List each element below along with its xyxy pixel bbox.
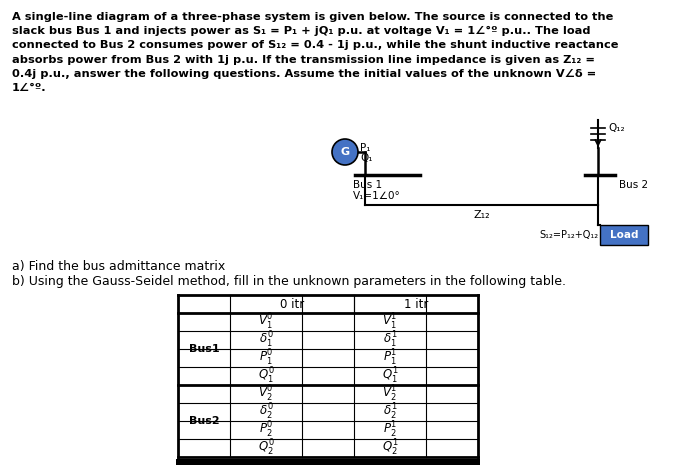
Text: $P_1^0$: $P_1^0$ [259, 348, 273, 368]
Text: S₁₂=P₁₂+Q₁₂: S₁₂=P₁₂+Q₁₂ [539, 230, 598, 240]
Text: 1 itr: 1 itr [404, 297, 428, 311]
Text: Q₁: Q₁ [360, 153, 372, 163]
Text: $\delta_1^1$: $\delta_1^1$ [383, 330, 398, 350]
Text: Bus 2: Bus 2 [619, 180, 648, 190]
Circle shape [332, 139, 358, 165]
Text: $\delta_2^1$: $\delta_2^1$ [383, 402, 398, 422]
Text: 0.4j p.u., answer the following questions. Assume the initial values of the unkn: 0.4j p.u., answer the following question… [12, 69, 596, 79]
Bar [176, 459, 480, 465]
Text: $Q_1^1$: $Q_1^1$ [382, 366, 398, 386]
Text: G: G [340, 147, 349, 157]
Text: $V_2^0$: $V_2^0$ [258, 384, 274, 404]
Text: Load: Load [610, 230, 638, 240]
Text: $Q_2^1$: $Q_2^1$ [382, 438, 398, 458]
Text: $Q_2^0$: $Q_2^0$ [258, 438, 274, 458]
Text: $V_1^1$: $V_1^1$ [382, 312, 398, 332]
Text: Bus2: Bus2 [189, 416, 219, 426]
Text: b) Using the Gauss-Seidel method, fill in the unknown parameters in the followin: b) Using the Gauss-Seidel method, fill i… [12, 275, 566, 288]
Text: a) Find the bus admittance matrix: a) Find the bus admittance matrix [12, 260, 225, 273]
Text: Z₁₂: Z₁₂ [473, 210, 490, 220]
Text: $P_2^1$: $P_2^1$ [383, 420, 397, 440]
Text: A single-line diagram of a three-phase system is given below. The source is conn: A single-line diagram of a three-phase s… [12, 12, 613, 22]
Text: Bus 1: Bus 1 [353, 180, 382, 190]
Text: 0 itr: 0 itr [280, 297, 304, 311]
Text: absorbs power from Bus 2 with 1j p.u. If the transmission line impedance is give: absorbs power from Bus 2 with 1j p.u. If… [12, 55, 595, 65]
Text: $Q_1^0$: $Q_1^0$ [258, 366, 274, 386]
Text: P₁: P₁ [360, 143, 370, 153]
Text: $P_2^0$: $P_2^0$ [259, 420, 273, 440]
Text: 1∠°º.: 1∠°º. [12, 83, 47, 93]
Text: $V_1^0$: $V_1^0$ [258, 312, 274, 332]
Text: $\delta_2^0$: $\delta_2^0$ [259, 402, 273, 422]
Text: Q₁₂: Q₁₂ [608, 123, 624, 133]
Text: slack bus Bus 1 and injects power as S₁ = P₁ + jQ₁ p.u. at voltage V₁ = 1∠°º p.u: slack bus Bus 1 and injects power as S₁ … [12, 26, 591, 36]
Text: Bus1: Bus1 [189, 344, 219, 354]
Text: $\delta_1^0$: $\delta_1^0$ [259, 330, 273, 350]
Text: V₁=1∠0°: V₁=1∠0° [353, 191, 400, 201]
Bar [600, 225, 648, 245]
Text: $P_1^1$: $P_1^1$ [383, 348, 397, 368]
Text: $V_2^1$: $V_2^1$ [382, 384, 398, 404]
Text: connected to Bus 2 consumes power of S₁₂ = 0.4 - 1j p.u., while the shunt induct: connected to Bus 2 consumes power of S₁₂… [12, 41, 619, 51]
